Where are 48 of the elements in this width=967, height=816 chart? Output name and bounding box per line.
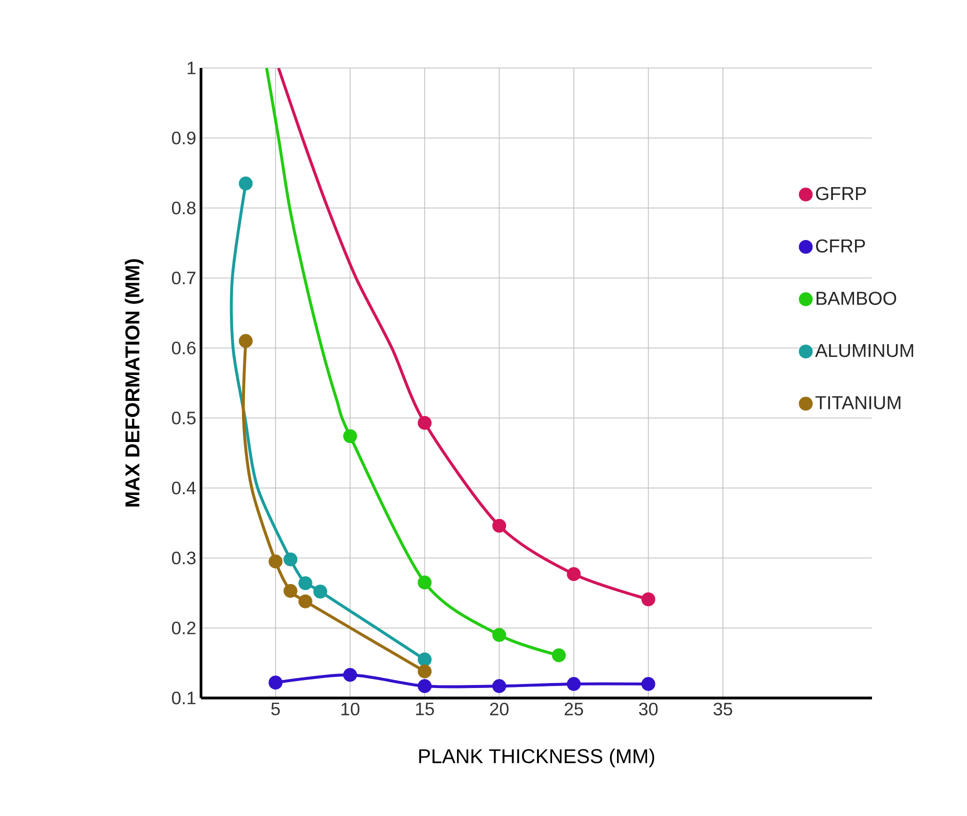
y-tick-label: 0.3 xyxy=(172,552,196,564)
point xyxy=(492,628,506,642)
y-tick-label: 0.4 xyxy=(172,482,196,494)
point xyxy=(238,334,253,348)
point xyxy=(418,664,432,678)
point xyxy=(418,416,432,430)
point xyxy=(284,584,298,598)
y-tick-label: 0.5 xyxy=(172,412,196,424)
x-tick-label: 10 xyxy=(341,702,360,716)
x-axis-title: PLANK THICKNESS (MM) xyxy=(419,748,654,768)
x-tick-label: 5 xyxy=(271,702,280,716)
point xyxy=(492,518,506,533)
legend-label: TITANIUM xyxy=(816,396,900,410)
y-tick-label: 0.6 xyxy=(172,342,196,354)
point xyxy=(641,592,656,606)
point xyxy=(284,552,298,566)
legend-label: CFRP xyxy=(816,239,865,253)
x-tick-label: 35 xyxy=(714,702,732,716)
x-tick-label: 25 xyxy=(564,702,584,716)
point xyxy=(343,668,358,682)
y-tick-label: 1 xyxy=(188,62,196,74)
point xyxy=(418,576,432,590)
y-tick-label: 0.1 xyxy=(172,692,196,704)
point xyxy=(298,594,312,608)
legend-label: GFRP xyxy=(816,186,866,200)
point xyxy=(566,677,581,691)
point xyxy=(268,554,282,568)
point xyxy=(343,429,358,444)
x-tick-label: 30 xyxy=(639,702,658,716)
legend-label: ALUMINUM xyxy=(815,344,914,358)
x-tick-label: 20 xyxy=(490,702,509,716)
y-tick-label: 0.9 xyxy=(172,132,196,144)
point xyxy=(238,176,253,190)
point xyxy=(552,648,566,662)
point xyxy=(641,677,656,691)
point xyxy=(268,676,282,690)
point xyxy=(418,679,432,694)
y-tick-label: 0.8 xyxy=(172,202,196,214)
point xyxy=(566,567,581,582)
legend-label: BAMBOO xyxy=(816,292,896,305)
x-tick-label: 15 xyxy=(416,702,434,716)
point xyxy=(418,652,432,666)
y-axis-title: MAX DEFORMATION (MM) xyxy=(124,259,144,506)
point xyxy=(298,576,312,590)
point xyxy=(313,584,328,599)
point xyxy=(492,679,506,694)
y-tick-label: 0.7 xyxy=(172,272,196,284)
y-tick-label: 0.2 xyxy=(172,622,196,634)
